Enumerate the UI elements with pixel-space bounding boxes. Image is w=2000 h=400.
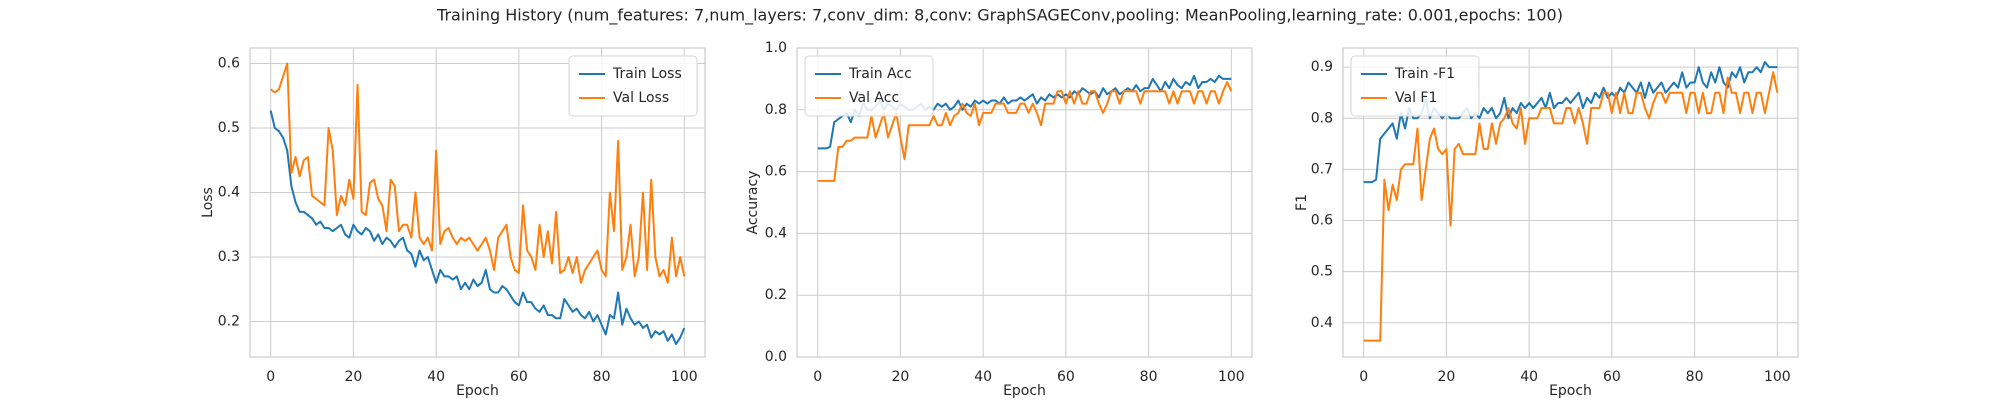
x-tick-label: 40 [974, 369, 992, 385]
legend-label: Train Loss [612, 66, 682, 82]
x-tick-label: 60 [510, 369, 528, 385]
x-tick-label: 20 [1437, 369, 1455, 385]
legend-box [804, 55, 934, 117]
y-tick-label: 0.6 [1311, 213, 1333, 229]
legend-box [1350, 55, 1480, 117]
data-line [270, 62, 686, 284]
data-line [269, 110, 686, 346]
x-tick-label: 20 [891, 369, 909, 385]
x-axis-label: Epoch [1003, 383, 1046, 399]
x-tick-label: 80 [593, 369, 611, 385]
y-tick-label: 0.4 [1311, 315, 1333, 331]
y-axis-label: F1 [1294, 194, 1310, 211]
legend-label: Val Loss [613, 90, 669, 106]
y-tick-label: 0.8 [1311, 110, 1333, 126]
subplot: 0.2 0.3 0.4 0.5 0.6 0 20 40 60 80 100 Epoch Loss Trai… [200, 47, 706, 399]
x-tick-label: 40 [427, 369, 445, 385]
x-tick-label: 60 [1057, 369, 1075, 385]
y-axis-label: Accuracy [745, 171, 761, 235]
legend-label: Train -F1 [1394, 66, 1455, 82]
x-tick-label: 20 [344, 369, 362, 385]
x-tick-label: 80 [1686, 369, 1704, 385]
x-tick-label: 100 [1218, 369, 1245, 385]
axes-frame [1342, 47, 1799, 358]
y-tick-label: 0.4 [765, 225, 787, 241]
x-axis-label: Epoch [1549, 383, 1592, 399]
data-line [1363, 71, 1779, 342]
x-tick-label: 40 [1520, 369, 1538, 385]
y-tick-label: 0.6 [218, 55, 240, 71]
y-tick-label: 0.9 [1311, 59, 1333, 75]
x-tick-label: 100 [671, 369, 698, 385]
x-tick-label: 0 [813, 369, 822, 385]
legend: Train -F1 Val F1 [1350, 55, 1480, 117]
y-tick-label: 0.5 [218, 120, 240, 136]
y-tick-label: 0.7 [1311, 161, 1333, 177]
subplot: 0.4 0.5 0.6 0.7 0.8 0.9 0 20 40 60 80 100 Epoch F1 Tra… [1294, 47, 1799, 399]
y-tick-label: 0.2 [218, 314, 240, 330]
y-axis-label: Loss [200, 187, 216, 218]
y-tick-label: 0.4 [218, 185, 240, 201]
legend-label: Val F1 [1395, 90, 1437, 106]
legend: Train Loss Val Loss [568, 55, 698, 117]
legend: Train Acc Val Acc [804, 55, 934, 117]
y-tick-label: 0.0 [765, 349, 787, 365]
data-line [817, 80, 1233, 182]
y-tick-label: 0.2 [765, 287, 787, 303]
y-tick-label: 1.0 [765, 40, 787, 56]
y-tick-label: 0.3 [218, 249, 240, 265]
legend-box [568, 55, 698, 117]
axes-frame [249, 47, 706, 358]
y-tick-label: 0.6 [765, 164, 787, 180]
legend-label: Val Acc [849, 90, 899, 106]
x-tick-label: 80 [1140, 369, 1158, 385]
x-axis-label: Epoch [456, 383, 499, 399]
axes-frame [796, 47, 1253, 358]
x-tick-label: 60 [1603, 369, 1621, 385]
subplot: 0.0 0.2 0.4 0.6 0.8 1.0 0 20 40 60 80 100 Epoch Accur… [745, 40, 1253, 399]
y-tick-label: 0.5 [1311, 264, 1333, 280]
y-tick-label: 0.8 [765, 102, 787, 118]
figure-title: Training History (num_features: 7,num_la… [436, 6, 1563, 26]
x-tick-label: 100 [1764, 369, 1791, 385]
x-tick-label: 0 [266, 369, 275, 385]
x-tick-label: 0 [1359, 369, 1368, 385]
legend-label: Train Acc [848, 66, 912, 82]
